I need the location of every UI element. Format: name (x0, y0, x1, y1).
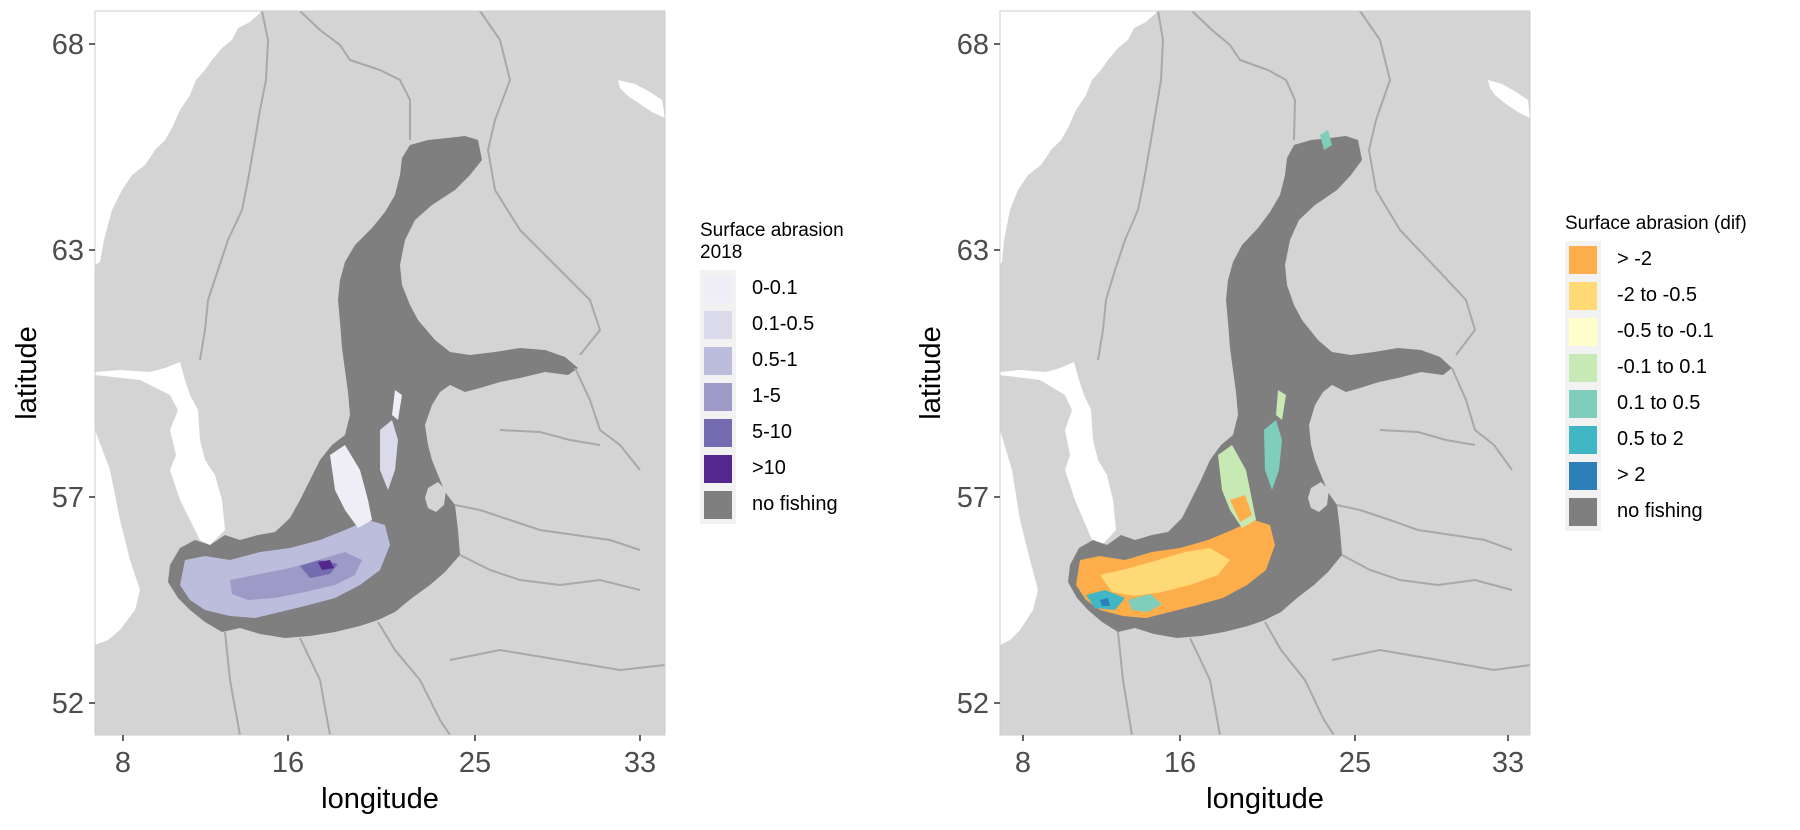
legend-swatch (1569, 462, 1597, 490)
baltic-no-fishing (1068, 136, 1452, 638)
kattegat-sea (1000, 362, 1116, 545)
x-tick-label: 16 (1164, 747, 1196, 779)
legend-swatch (1569, 498, 1597, 526)
x-axis-title: longitude (321, 783, 439, 815)
legend-swatch (704, 275, 732, 303)
legend-label: 0.5 to 2 (1617, 427, 1684, 450)
x-tick-label: 33 (624, 747, 656, 779)
legend-swatch (704, 419, 732, 447)
legend-label: 0.1-0.5 (752, 312, 815, 335)
legend-title: Surface abrasion (dif) (1565, 213, 1747, 234)
y-tick-label: 68 (957, 29, 989, 61)
x-tick-label: 8 (1015, 747, 1031, 779)
legend-label: no fishing (1617, 499, 1703, 522)
x-tick-label: 16 (272, 747, 304, 779)
legend-2018: Surface abrasion 2018 0-0.1 0.1-0.5 0.5-1 1… (700, 220, 844, 524)
y-tick-label: 52 (52, 688, 84, 720)
saaremaa-island (1328, 428, 1359, 450)
legend-key-column (700, 270, 736, 524)
legend-title: Surface abrasion 2018 (700, 220, 844, 263)
legend-label: 0.1 to 0.5 (1617, 391, 1701, 414)
saaremaa-island (445, 428, 478, 450)
x-tick-label: 8 (115, 747, 131, 779)
fishing-patches-dif (1076, 130, 1332, 618)
kattegat-sea (95, 362, 225, 545)
legend-label: -0.1 to 0.1 (1617, 355, 1708, 378)
legend-swatch (704, 383, 732, 411)
legend-swatch (1569, 390, 1597, 418)
legend-items: > -2 -2 to -0.5 -0.5 to -0.1 -0.1 to 0.1 0.1… (1565, 241, 1747, 531)
gotland-island (1308, 482, 1329, 512)
country-borders (199, 11, 665, 735)
y-tick-label: 57 (957, 482, 989, 514)
legend-label: -0.5 to -0.1 (1617, 319, 1714, 342)
x-tick-label: 25 (459, 747, 491, 779)
legend-swatch (1569, 318, 1597, 346)
white-sea (1488, 80, 1530, 118)
legend-swatch (1569, 246, 1597, 274)
x-axis-ticks: 8 16 25 33 (115, 735, 656, 779)
map-panel-2018: 68 63 57 52 8 16 25 33 longitude latitud… (11, 10, 666, 815)
legend-swatch (1569, 282, 1597, 310)
legend-label: 0.5-1 (752, 348, 798, 371)
north-sea-south (1000, 430, 1038, 645)
legend-label: 1-5 (752, 384, 781, 407)
y-axis-ticks: 68 63 57 52 (957, 29, 1000, 720)
legend-key-column (1565, 241, 1601, 531)
legend-label: -2 to -0.5 (1617, 283, 1698, 306)
legend-dif: Surface abrasion (dif) > -2 -2 to -0.5 -0.… (1565, 213, 1747, 531)
legend-swatch (704, 347, 732, 375)
x-tick-label: 25 (1339, 747, 1371, 779)
y-tick-label: 63 (52, 235, 84, 267)
y-tick-label: 68 (52, 29, 84, 61)
white-sea (618, 80, 665, 118)
map-figure-dif: 68 63 57 52 8 16 25 33 longitude latitud… (915, 10, 1531, 815)
legend-label: no fishing (752, 492, 838, 515)
legend-swatch (1569, 426, 1597, 454)
north-sea (1000, 11, 1158, 265)
legend-swatch (1569, 354, 1597, 382)
legend-label: >10 (752, 456, 786, 479)
x-axis-title: longitude (1206, 783, 1324, 815)
legend-swatch (704, 491, 732, 519)
gotland-island (425, 482, 446, 512)
north-sea (95, 11, 262, 265)
legend-label: 5-10 (752, 420, 793, 443)
baltic-no-fishing (168, 136, 578, 638)
fishing-patches-2018 (180, 390, 402, 618)
legend-swatch (704, 311, 732, 339)
y-tick-label: 52 (957, 688, 989, 720)
legend-label: > -2 (1617, 247, 1653, 270)
y-tick-label: 63 (957, 235, 989, 267)
map-figure-2018: 68 63 57 52 8 16 25 33 longitude latitud… (11, 10, 666, 815)
x-axis-ticks: 8 16 25 33 (1015, 735, 1524, 779)
map-panel-dif: 68 63 57 52 8 16 25 33 longitude latitud… (900, 0, 1800, 830)
legend-label: > 2 (1617, 463, 1646, 486)
x-tick-label: 33 (1492, 747, 1524, 779)
y-axis-ticks: 68 63 57 52 (52, 29, 95, 720)
y-tick-label: 57 (52, 482, 84, 514)
country-borders (1097, 11, 1530, 735)
legend-items: 0-0.1 0.1-0.5 0.5-1 1-5 5-10 >10 no fishing (700, 270, 844, 524)
y-axis-title: latitude (915, 326, 947, 420)
legend-label: 0-0.1 (752, 276, 798, 299)
legend-swatch (704, 455, 732, 483)
y-axis-title: latitude (11, 326, 43, 420)
north-sea-south (95, 430, 140, 645)
